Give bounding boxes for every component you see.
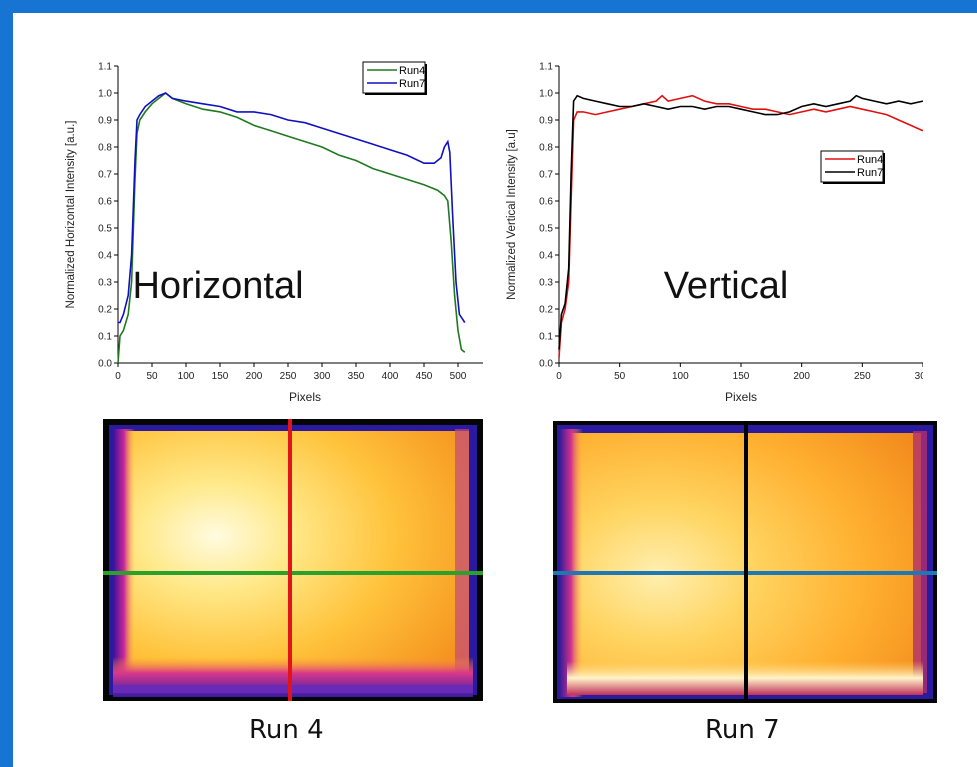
y-tick-label: 0.1 — [539, 332, 553, 343]
horizontal-intensity-chart: 0501001502002503003504004505005500.00.10… — [65, 61, 483, 404]
y-tick-label: 0.3 — [539, 278, 553, 289]
y-tick-label: 0.9 — [98, 116, 112, 127]
y-tick-label: 0.9 — [539, 116, 553, 127]
y-tick-label: 0.5 — [98, 224, 112, 235]
series-line-run7 — [118, 92, 466, 324]
y-axis-label: Normalized Vertical Intensity [a.u] — [506, 129, 518, 300]
run7-intensity-image — [553, 421, 937, 703]
y-tick-label: 1.1 — [98, 62, 112, 73]
x-axis-label: Pixels — [289, 390, 321, 404]
legend-box — [820, 150, 884, 183]
run7-caption: Run 7 — [705, 715, 780, 745]
chart-overlay-label: Vertical — [664, 265, 789, 307]
y-tick-label: 1.0 — [98, 89, 112, 100]
chart-overlay-label: Horizontal — [132, 265, 303, 307]
y-tick-label: 0.3 — [98, 278, 112, 289]
y-tick-label: 1.1 — [539, 62, 553, 73]
legend-entry: Run7 — [857, 167, 883, 179]
x-tick-label: 0 — [115, 371, 121, 382]
x-tick-label: 150 — [733, 371, 750, 382]
x-tick-label: 250 — [280, 371, 297, 382]
y-tick-label: 1.0 — [539, 89, 553, 100]
x-tick-label: 50 — [146, 371, 158, 382]
legend-entry: Run4 — [857, 154, 883, 166]
x-tick-label: 300 — [314, 371, 331, 382]
x-tick-label: 300 — [915, 371, 923, 382]
legend-entry: Run4 — [399, 65, 425, 77]
series-line-run4 — [117, 91, 466, 364]
y-tick-label: 0.0 — [539, 359, 553, 370]
vertical-intensity-chart: 0 50 100 150 200 250 300 0.0 0.1 0.2 0.3 0.4 0.5 0.6 0… — [506, 62, 923, 404]
y-tick-label: 0.6 — [539, 197, 553, 208]
slide: 0501001502002503003504004505005500.00.10… — [13, 13, 977, 767]
x-tick-label: 50 — [614, 371, 626, 382]
x-tick-label: 400 — [382, 371, 399, 382]
x-tick-label: 100 — [178, 371, 195, 382]
legend-box — [362, 61, 426, 94]
y-tick-label: 0.0 — [98, 359, 112, 370]
x-axis-label: Pixels — [725, 390, 757, 404]
y-tick-label: 0.7 — [539, 170, 553, 181]
x-tick-label: 450 — [416, 371, 433, 382]
y-tick-label: 0.6 — [98, 197, 112, 208]
series-line-run7 — [558, 94, 923, 350]
y-tick-label: 0.2 — [98, 305, 112, 316]
run4-caption: Run 4 — [249, 715, 324, 745]
y-tick-label: 0.4 — [98, 251, 112, 262]
legend-entry: Run7 — [399, 78, 425, 90]
y-tick-label: 0.7 — [98, 170, 112, 181]
y-tick-label: 0.2 — [539, 305, 553, 316]
y-tick-label: 0.4 — [539, 251, 553, 262]
series-line-run4 — [558, 94, 923, 358]
x-tick-label: 250 — [854, 371, 871, 382]
x-tick-label: 100 — [672, 371, 689, 382]
y-tick-label: 0.5 — [539, 224, 553, 235]
y-tick-label: 0.8 — [539, 143, 553, 154]
x-tick-label: 500 — [450, 371, 467, 382]
run4-intensity-image — [103, 419, 483, 701]
x-tick-label: 200 — [246, 371, 263, 382]
y-tick-label: 0.8 — [98, 143, 112, 154]
y-axis-label: Normalized Horizontal Intensity [a.u.] — [65, 121, 77, 309]
x-tick-label: 150 — [212, 371, 229, 382]
x-tick-label: 350 — [348, 371, 365, 382]
x-tick-label: 200 — [793, 371, 810, 382]
y-tick-label: 0.1 — [98, 332, 112, 343]
x-tick-label: 0 — [556, 371, 562, 382]
